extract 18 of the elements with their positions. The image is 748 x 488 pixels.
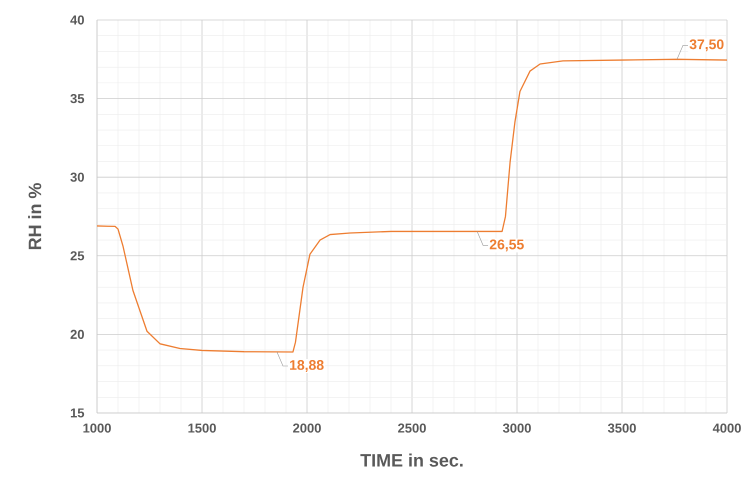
x-tick-label: 2500 [398, 424, 426, 433]
y-axis-title: RH in % [28, 183, 42, 250]
annotation: 18,88 [290, 360, 324, 372]
x-tick-label: 1000 [83, 424, 111, 433]
x-tick-label: 4000 [712, 424, 741, 433]
y-tick-label: 30 [70, 172, 84, 182]
y-tick-label: 15 [70, 408, 84, 418]
x-tick-label: 3000 [502, 424, 531, 433]
y-tick-label: 25 [70, 251, 84, 260]
x-tick-label: 3500 [608, 424, 636, 433]
y-tick-label: 20 [70, 330, 84, 339]
y-tick-label: 35 [70, 94, 84, 104]
annotation: 37,50 [690, 39, 724, 52]
x-axis-title: TIME in sec. [360, 454, 463, 467]
x-tick-label: 2000 [293, 424, 321, 433]
annotation: 26,55 [490, 239, 524, 252]
y-tick-label: 40 [70, 15, 84, 25]
x-tick-label: 1500 [188, 424, 216, 433]
